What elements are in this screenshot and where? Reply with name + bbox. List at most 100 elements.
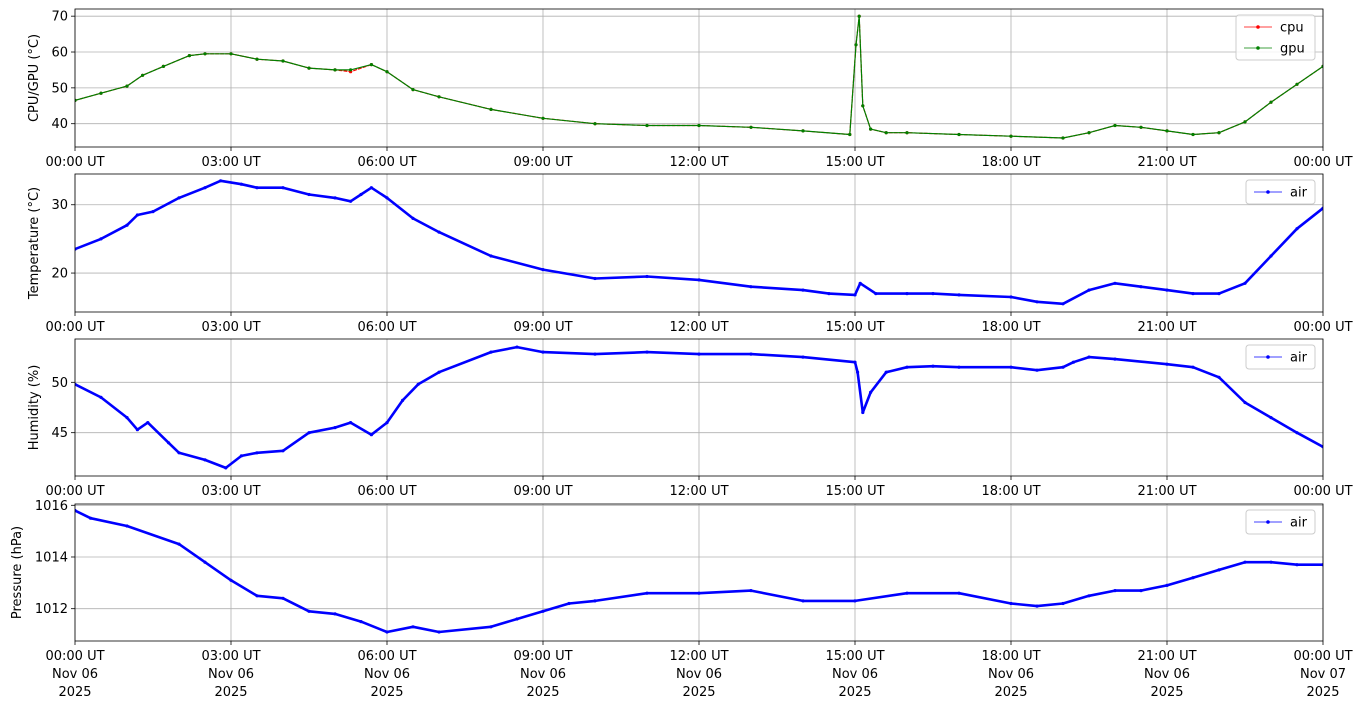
x-tick-label: 00:00 UT	[1293, 320, 1352, 335]
data-point-air	[333, 196, 337, 200]
y-tick-label: 45	[51, 426, 68, 441]
x-tick-date-label: Nov 06	[208, 667, 254, 682]
x-tick-label: 03:00 UT	[201, 484, 260, 499]
data-point-air	[931, 364, 935, 368]
data-point-air	[411, 625, 415, 629]
data-point-gpu	[869, 127, 873, 131]
data-point-air	[858, 281, 862, 285]
data-point-air	[645, 274, 649, 279]
data-point-gpu	[957, 132, 961, 137]
data-point-gpu	[541, 116, 545, 120]
data-point-gpu	[1165, 129, 1169, 133]
data-point-gpu	[1295, 82, 1299, 86]
x-tick-label: 00:00 UT	[45, 320, 104, 335]
x-tick-label: 00:00 UT	[1293, 484, 1352, 499]
data-point-gpu	[645, 123, 649, 128]
data-point-air	[1217, 375, 1221, 379]
data-point-air	[1009, 601, 1013, 606]
data-point-air	[135, 428, 139, 432]
data-point-air	[1295, 431, 1299, 435]
data-point-gpu	[884, 131, 888, 135]
data-point-gpu	[749, 125, 753, 129]
legend-label-air: air	[1290, 516, 1308, 531]
subplot-2: 20 30 00:00 UT 03:00 UT 06:00 UT 09:00 UT 12:0…	[27, 173, 1353, 335]
data-point-air	[1269, 416, 1273, 420]
data-point-air	[349, 199, 353, 203]
legend-marker-gpu	[1256, 46, 1260, 50]
data-point-air	[203, 560, 207, 564]
data-point-air	[1269, 560, 1273, 564]
data-point-air	[645, 591, 649, 595]
data-point-air	[229, 578, 233, 582]
data-point-air	[1243, 281, 1247, 285]
data-point-air	[385, 421, 389, 425]
x-tick-label: 06:00 UT	[357, 649, 416, 664]
data-point-gpu	[333, 68, 337, 72]
legend: air	[1245, 179, 1316, 205]
data-point-gpu	[697, 123, 701, 128]
data-point-air	[489, 350, 493, 354]
data-point-air	[281, 186, 285, 190]
data-point-air	[1035, 604, 1039, 608]
data-point-air	[416, 382, 420, 386]
series-group	[75, 345, 1323, 470]
x-tick-label: 21:00 UT	[1137, 649, 1196, 664]
data-point-air	[1139, 285, 1143, 289]
x-tick-year-label: 2025	[214, 685, 247, 700]
data-point-gpu	[369, 63, 373, 67]
x-tick-label: 18:00 UT	[981, 155, 1040, 170]
x-tick-label: 09:00 UT	[513, 320, 572, 335]
y-tick-label: 70	[51, 10, 68, 25]
subplot-1: 40 50 60 70 00:00 UT 03:00 UT 06:00 UT 09:00 UT…	[27, 8, 1353, 170]
y-tick-label: 1016	[35, 499, 68, 514]
x-tick-label: 06:00 UT	[357, 484, 416, 499]
legend-frame	[1235, 14, 1316, 61]
data-point-air	[401, 398, 405, 402]
data-point-air	[359, 620, 363, 624]
x-tick-label: 09:00 UT	[513, 484, 572, 499]
data-point-air	[957, 591, 961, 595]
x-tick-label: 06:00 UT	[357, 320, 416, 335]
data-point-air	[1295, 563, 1299, 567]
gridlines	[74, 339, 1324, 476]
x-tick-label: 03:00 UT	[201, 649, 260, 664]
data-point-air	[1061, 302, 1065, 306]
data-point-air	[307, 609, 311, 613]
data-point-air	[567, 601, 571, 606]
data-point-air	[905, 365, 909, 369]
data-point-air	[151, 210, 155, 214]
data-point-air	[905, 292, 909, 296]
data-point-air	[369, 186, 373, 190]
data-point-air	[1191, 365, 1195, 369]
data-point-gpu	[281, 59, 285, 63]
x-tick-label: 15:00 UT	[825, 649, 884, 664]
data-point-air	[1061, 365, 1065, 369]
legend-marker-cpu	[1256, 25, 1260, 29]
series-group	[75, 508, 1323, 634]
x-tick-date-label: Nov 07	[1300, 667, 1346, 682]
data-point-air	[697, 591, 701, 595]
x-tick-label: 12:00 UT	[669, 649, 728, 664]
data-point-air	[593, 599, 597, 603]
legend: cpu gpu	[1235, 14, 1316, 61]
x-tick-label: 09:00 UT	[513, 649, 572, 664]
x-tick-label: 00:00 UT	[1293, 649, 1352, 664]
legend: air	[1245, 509, 1316, 535]
data-point-air	[1165, 583, 1169, 588]
data-point-air	[1113, 589, 1117, 593]
data-point-gpu	[125, 84, 129, 88]
data-point-air	[333, 426, 337, 430]
y-axis-label: Humidity (%)	[27, 365, 42, 451]
x-tick-label: 12:00 UT	[669, 155, 728, 170]
data-point-gpu	[411, 88, 415, 92]
x-tick-date-label: Nov 06	[364, 667, 410, 682]
x-tick-date-label: Nov 06	[832, 667, 878, 682]
data-point-air	[1009, 295, 1013, 299]
data-point-air	[359, 192, 363, 197]
data-point-air	[856, 370, 860, 374]
data-point-air	[749, 285, 753, 289]
data-point-air	[801, 599, 805, 603]
data-point-air	[853, 599, 857, 603]
data-point-air	[224, 466, 228, 470]
